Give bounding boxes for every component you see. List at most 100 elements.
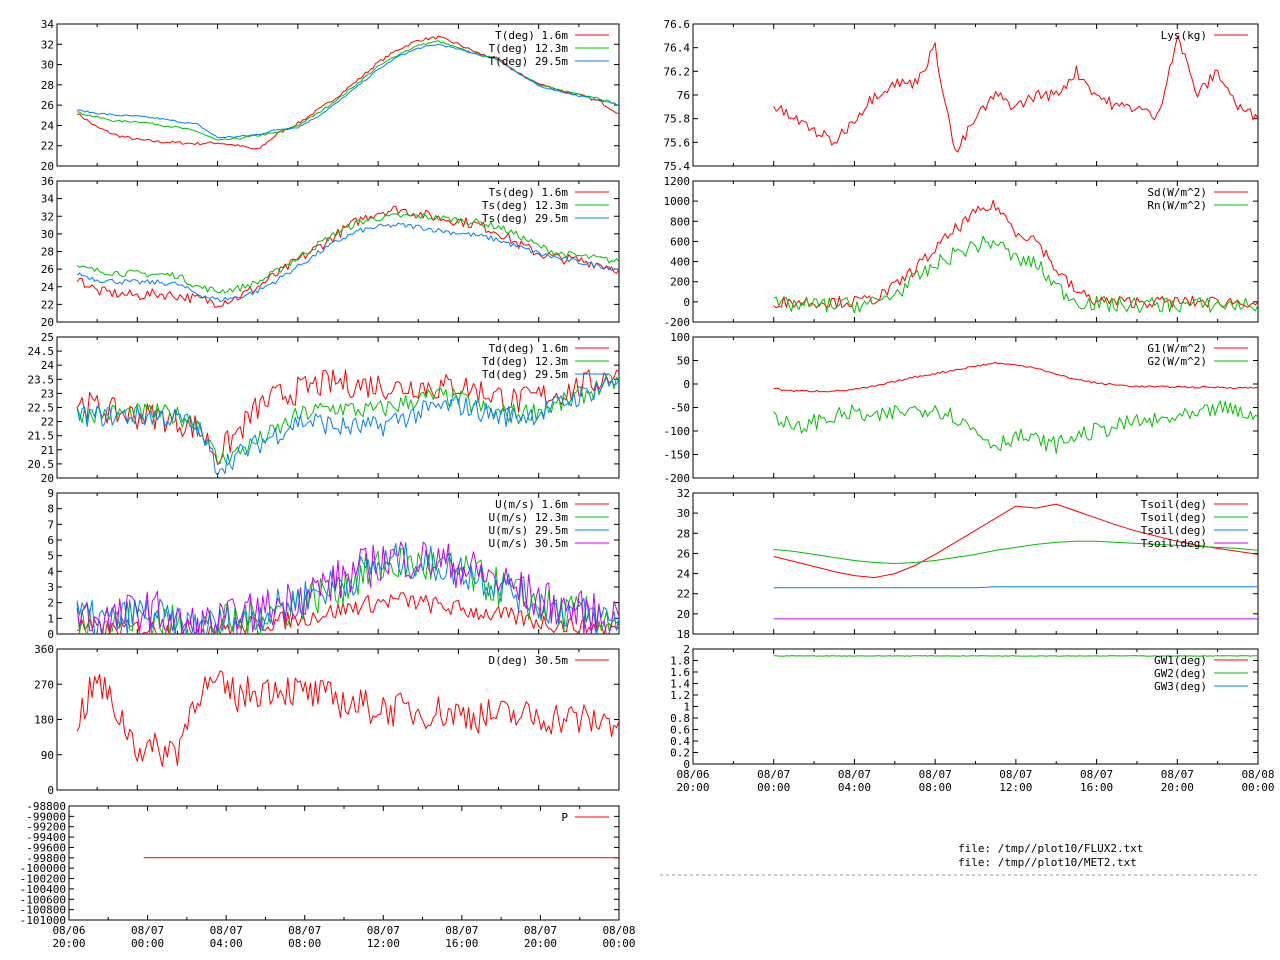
y-tick-label: 600 — [670, 235, 690, 248]
y-tick-label: 1 — [683, 701, 690, 714]
series-line-wind-speed-1 — [76, 547, 619, 634]
y-tick-label: 20 — [41, 472, 54, 485]
y-tick-label: 1.2 — [670, 689, 690, 702]
x-tick-label: 04:00 — [210, 937, 243, 950]
y-tick-label: 21.5 — [28, 430, 55, 443]
y-tick-label: 1.8 — [670, 655, 690, 668]
y-tick-label: 23.5 — [28, 373, 55, 386]
y-tick-label: -99000 — [26, 810, 66, 823]
x-tick-label: 00:00 — [757, 781, 790, 794]
legend-label: Td(deg) 12.3m — [482, 355, 568, 368]
y-tick-label: -99200 — [26, 821, 66, 834]
x-tick-label: 16:00 — [1080, 781, 1113, 794]
y-tick-label: -50 — [670, 402, 690, 415]
panel-groundwater: 00.20.40.60.811.21.41.61.8208/0620:0008/… — [670, 643, 1274, 794]
x-tick-label: 08/08 — [602, 924, 635, 937]
panel-ground-heat-flux: -200 -150 -100 -50 0 50 100 G1(W/m^2)G2(W/m^2) — [664, 331, 1259, 485]
x-tick-label: 08/07 — [210, 924, 243, 937]
y-tick-label: -101000 — [20, 914, 66, 927]
y-tick-label: 200 — [670, 276, 690, 289]
y-tick-label: -99800 — [26, 852, 66, 865]
x-tick-label: 08/07 — [367, 924, 400, 937]
y-tick-label: 0.2 — [670, 747, 690, 760]
y-tick-label: 25 — [41, 331, 54, 344]
x-tick-label: 20:00 — [524, 937, 557, 950]
y-tick-label: 6 — [47, 534, 54, 547]
series-line-wind-speed-3 — [76, 541, 619, 634]
legend-label: GW3(deg) — [1154, 680, 1207, 693]
legend-label: U(m/s) 1.6m — [495, 498, 568, 511]
y-tick-label: -99600 — [26, 841, 66, 854]
x-tick-label: 08/07 — [1080, 768, 1113, 781]
y-tick-label: 1.4 — [670, 678, 690, 691]
series-line-wind-direction-0 — [76, 670, 619, 767]
series-line-groundwater-1 — [773, 655, 1258, 657]
y-tick-label: 26 — [41, 99, 54, 112]
series-line-sonic-temperature-0 — [76, 205, 619, 308]
y-tick-label: 32 — [677, 487, 690, 500]
y-tick-label: 76 — [677, 89, 690, 102]
plot-frame — [692, 23, 1259, 167]
legend-label: T(deg) 29.5m — [489, 55, 569, 68]
x-tick-label: 08/08 — [1241, 768, 1274, 781]
x-tick-label: 08/07 — [919, 768, 952, 781]
series-line-radiation-0 — [773, 199, 1258, 309]
y-tick-label: 2 — [683, 643, 690, 656]
legend-label: Lys(kg) — [1161, 29, 1207, 42]
y-tick-label: 28 — [41, 246, 54, 259]
legend-label: Tsoil(deg) — [1141, 524, 1207, 537]
series-line-dew-point-1 — [76, 373, 619, 466]
legend-label: Ts(deg) 29.5m — [482, 212, 568, 225]
y-tick-label: 28 — [41, 79, 54, 92]
y-tick-label: 7 — [47, 518, 54, 531]
y-tick-label: 24 — [41, 359, 55, 372]
y-tick-label: -100400 — [20, 883, 66, 896]
series-line-temperature-2 — [77, 43, 619, 139]
y-tick-label: 18 — [677, 628, 690, 641]
series-line-dew-point-2 — [76, 377, 619, 476]
x-tick-label: 00:00 — [131, 937, 164, 950]
y-tick-label: 3 — [47, 581, 54, 594]
y-tick-label: 180 — [34, 714, 54, 727]
y-tick-label: -200 — [664, 472, 691, 485]
y-tick-label: 0 — [47, 784, 54, 797]
y-tick-label: 30 — [41, 228, 54, 241]
y-tick-label: -98800 — [26, 800, 66, 813]
y-tick-label: 36 — [41, 175, 54, 188]
y-tick-label: 34 — [41, 193, 55, 206]
y-tick-label: 2 — [47, 597, 54, 610]
y-tick-label: 100 — [670, 331, 690, 344]
y-tick-label: 1.6 — [670, 666, 690, 679]
legend-label: GW1(deg) — [1154, 654, 1207, 667]
legend-label: Tsoil(deg) — [1141, 498, 1207, 511]
x-tick-label: 00:00 — [602, 937, 635, 950]
legend-label: G1(W/m^2) — [1147, 342, 1207, 355]
legend-label: U(m/s) 30.5m — [489, 537, 569, 550]
x-tick-label: 08/07 — [288, 924, 321, 937]
y-tick-label: -100 — [664, 425, 691, 438]
series-line-ground-heat-flux-0 — [773, 361, 1258, 393]
y-tick-label: 22 — [41, 298, 54, 311]
panel-lysimeter: 75.4 75.6 75.8 76 76.2 76.4 76.6 Lys(kg) — [664, 18, 1259, 173]
legend-label: P — [561, 811, 568, 824]
y-tick-label: 8 — [47, 503, 54, 516]
legend-label: Tsoil(deg) — [1141, 511, 1207, 524]
y-tick-label: 90 — [41, 749, 54, 762]
x-tick-label: 08:00 — [919, 781, 952, 794]
y-tick-label: 23 — [41, 387, 54, 400]
panel-temperature: 20 22 24 26 28 30 32 34 T(deg) 1.6mT(deg) 12.3mT… — [41, 18, 620, 173]
legend-label: T(deg) 12.3m — [489, 42, 569, 55]
x-tick-label: 08/07 — [838, 768, 871, 781]
legend-label: Sd(W/m^2) — [1147, 186, 1207, 199]
y-tick-label: 32 — [41, 210, 54, 223]
y-tick-label: 22.5 — [28, 402, 55, 415]
y-tick-label: 1200 — [664, 175, 691, 188]
y-tick-label: 270 — [34, 678, 54, 691]
y-tick-label: 20.5 — [28, 458, 55, 471]
series-line-lysimeter-0 — [773, 36, 1258, 153]
x-tick-label: 20:00 — [676, 781, 709, 794]
legend-label: T(deg) 1.6m — [495, 29, 568, 42]
